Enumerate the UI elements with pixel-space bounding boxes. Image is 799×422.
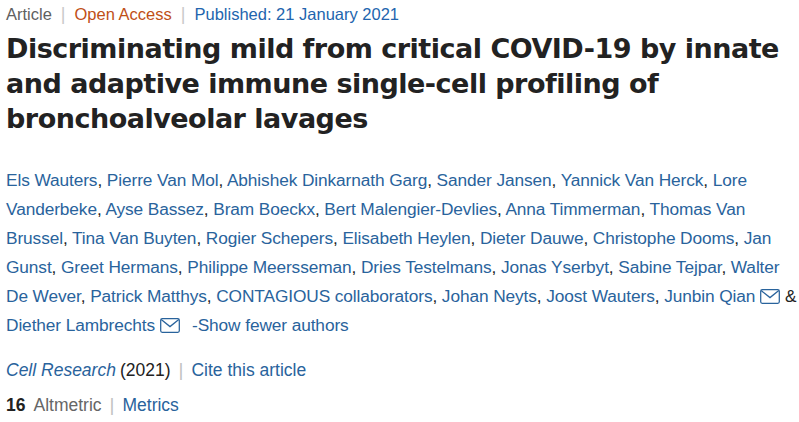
- author-link[interactable]: Philippe Meersseman: [187, 257, 351, 277]
- author-separator: ,: [471, 228, 480, 248]
- author-line: Els Wauters, Pierre Van Mol, Abhishek Di…: [6, 166, 791, 195]
- author-line: De Wever, Patrick Matthys, CONTAGIOUS co…: [6, 282, 791, 311]
- author-separator: ,: [352, 257, 361, 277]
- author-separator: ,: [63, 228, 72, 248]
- author-link[interactable]: Rogier Schepers: [206, 228, 333, 248]
- article-title-line: Discriminating mild from critical COVID-…: [6, 31, 791, 66]
- author-link[interactable]: Bram Boeckx: [213, 199, 315, 219]
- separator: |: [52, 4, 75, 25]
- author-separator: ,: [537, 286, 546, 306]
- author-separator: ,: [655, 286, 664, 306]
- author-separator: ,: [97, 170, 106, 190]
- author-link[interactable]: Abhishek Dinkarnath Garg: [227, 170, 427, 190]
- author-separator: ,: [427, 170, 436, 190]
- ampersand: &: [780, 286, 796, 306]
- journal-row: Cell Research (2021) | Cite this article: [6, 359, 791, 381]
- separator: |: [172, 4, 195, 25]
- author-separator: ,: [721, 257, 730, 277]
- author-separator: ,: [218, 170, 226, 190]
- article-meta: Article | Open Access | Published: 21 Ja…: [6, 4, 791, 25]
- author-line: Brussel, Tina Van Buyten, Rogier Scheper…: [6, 224, 791, 253]
- open-access-label[interactable]: Open Access: [75, 5, 172, 24]
- author-link[interactable]: Dieter Dauwe: [480, 228, 584, 248]
- article-header: Article | Open Access | Published: 21 Ja…: [0, 0, 799, 416]
- author-link[interactable]: Walter: [731, 257, 780, 277]
- author-separator: ,: [315, 199, 324, 219]
- author-link[interactable]: Thomas Van: [649, 199, 745, 219]
- author-link[interactable]: Greet Hermans: [61, 257, 178, 277]
- journal-link[interactable]: Cell Research: [6, 360, 116, 381]
- author-link[interactable]: Dries Testelmans: [361, 257, 492, 277]
- author-link[interactable]: CONTAGIOUS collaborators: [216, 286, 432, 306]
- altmetric-label[interactable]: Altmetric: [33, 395, 101, 416]
- published-date: Published: 21 January 2021: [194, 5, 399, 24]
- author-separator: ,: [81, 286, 90, 306]
- author-separator: ,: [492, 257, 501, 277]
- author-link[interactable]: Brussel: [6, 228, 63, 248]
- author-line: Diether Lambrechts -Show fewer authors: [6, 311, 791, 340]
- author-link[interactable]: Jan: [744, 228, 772, 248]
- author-link[interactable]: Jonas Yserbyt: [501, 257, 609, 277]
- altmetric-count: 16: [6, 395, 25, 416]
- author-link[interactable]: Diether Lambrechts: [6, 315, 155, 335]
- author-separator: ,: [609, 257, 618, 277]
- author-list: Els Wauters, Pierre Van Mol, Abhishek Di…: [6, 166, 791, 340]
- author-link[interactable]: Tina Van Buyten: [72, 228, 196, 248]
- metrics-link[interactable]: Metrics: [122, 395, 178, 416]
- show-fewer-authors-link[interactable]: -Show fewer authors: [192, 315, 349, 335]
- author-link[interactable]: Joost Wauters: [546, 286, 655, 306]
- author-line: Vanderbeke, Ayse Bassez, Bram Boeckx, Be…: [6, 195, 791, 224]
- separator: |: [171, 359, 192, 381]
- author-link[interactable]: Sander Jansen: [437, 170, 552, 190]
- author-separator: ,: [552, 170, 561, 190]
- author-separator: ,: [207, 286, 216, 306]
- metrics-row: 16 Altmetric | Metrics: [6, 394, 791, 416]
- author-separator: ,: [734, 228, 743, 248]
- author-separator: ,: [703, 170, 712, 190]
- author-link[interactable]: Els Wauters: [6, 170, 97, 190]
- author-link[interactable]: Vanderbeke: [6, 199, 97, 219]
- author-line: Gunst, Greet Hermans, Philippe Meerssema…: [6, 253, 791, 282]
- author-link[interactable]: Patrick Matthys: [90, 286, 207, 306]
- author-link[interactable]: Pierre Van Mol: [107, 170, 219, 190]
- author-link[interactable]: Gunst: [6, 257, 52, 277]
- article-type-label: Article: [6, 5, 52, 24]
- author-separator: ,: [196, 228, 205, 248]
- envelope-icon[interactable]: [160, 318, 180, 333]
- author-link[interactable]: Elisabeth Heylen: [342, 228, 470, 248]
- cite-this-article-link[interactable]: Cite this article: [191, 360, 306, 381]
- author-separator: ,: [333, 228, 342, 248]
- author-link[interactable]: Yannick Van Herck: [561, 170, 704, 190]
- author-separator: ,: [178, 257, 187, 277]
- author-link[interactable]: Christophe Dooms: [593, 228, 735, 248]
- author-link[interactable]: Sabine Tejpar: [618, 257, 721, 277]
- separator: |: [102, 394, 123, 416]
- article-title: Discriminating mild from critical COVID-…: [6, 31, 791, 136]
- author-link[interactable]: Ayse Bassez: [105, 199, 203, 219]
- author-separator: ,: [204, 199, 213, 219]
- author-link[interactable]: Bert Malengier-Devlies: [324, 199, 497, 219]
- article-title-line: and adaptive immune single-cell profilin…: [6, 66, 791, 101]
- author-link[interactable]: De Wever: [6, 286, 81, 306]
- author-separator: ,: [52, 257, 61, 277]
- author-link[interactable]: Anna Timmerman: [505, 199, 640, 219]
- article-title-line: bronchoalveolar lavages: [6, 101, 791, 136]
- journal-year: (2021): [120, 360, 171, 381]
- author-link[interactable]: Lore: [713, 170, 747, 190]
- author-separator: ,: [583, 228, 592, 248]
- envelope-icon[interactable]: [760, 289, 780, 304]
- author-link[interactable]: Junbin Qian: [664, 286, 755, 306]
- author-separator: ,: [432, 286, 441, 306]
- author-link[interactable]: Johan Neyts: [442, 286, 537, 306]
